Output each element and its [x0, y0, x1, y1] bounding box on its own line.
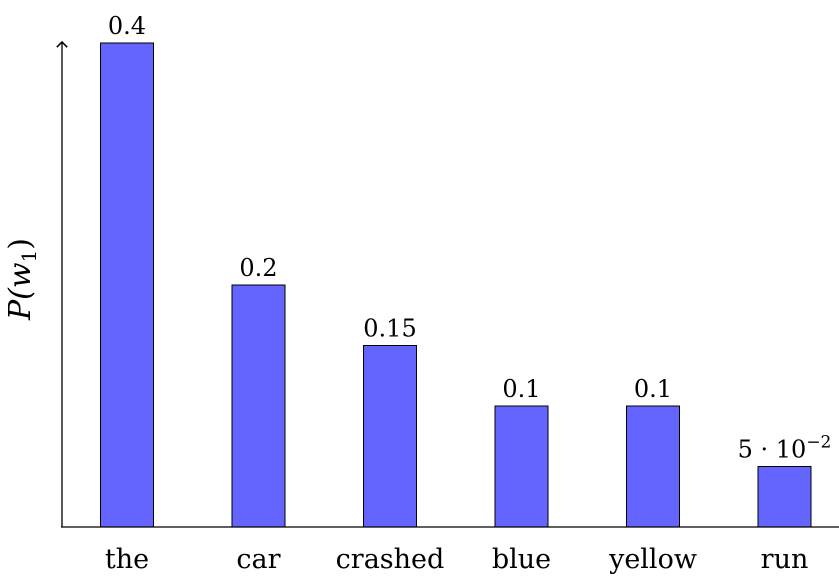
x-tick-label-car: car [236, 544, 280, 575]
bar-car [231, 284, 286, 528]
data-label-blue: 0.1 [502, 375, 540, 403]
bar-blue [494, 405, 549, 528]
x-tick-label-yellow: yellow [608, 544, 697, 575]
y-axis-label: P(w1) [3, 238, 41, 321]
x-tick-label-blue: blue [492, 544, 551, 575]
bar-the [100, 42, 154, 528]
bar-run [757, 466, 812, 528]
data-label-run: 5 · 10−2 [738, 433, 832, 464]
bar-yellow [626, 405, 680, 528]
bar-crashed [363, 345, 417, 528]
data-label-yellow: 0.1 [634, 375, 672, 403]
data-label-the: 0.4 [108, 12, 146, 40]
data-label-crashed: 0.15 [363, 315, 416, 343]
x-tick-label-the: the [105, 544, 149, 575]
x-tick-label-run: run [761, 544, 809, 575]
data-label-car: 0.2 [239, 254, 277, 282]
x-tick-label-crashed: crashed [336, 544, 445, 575]
